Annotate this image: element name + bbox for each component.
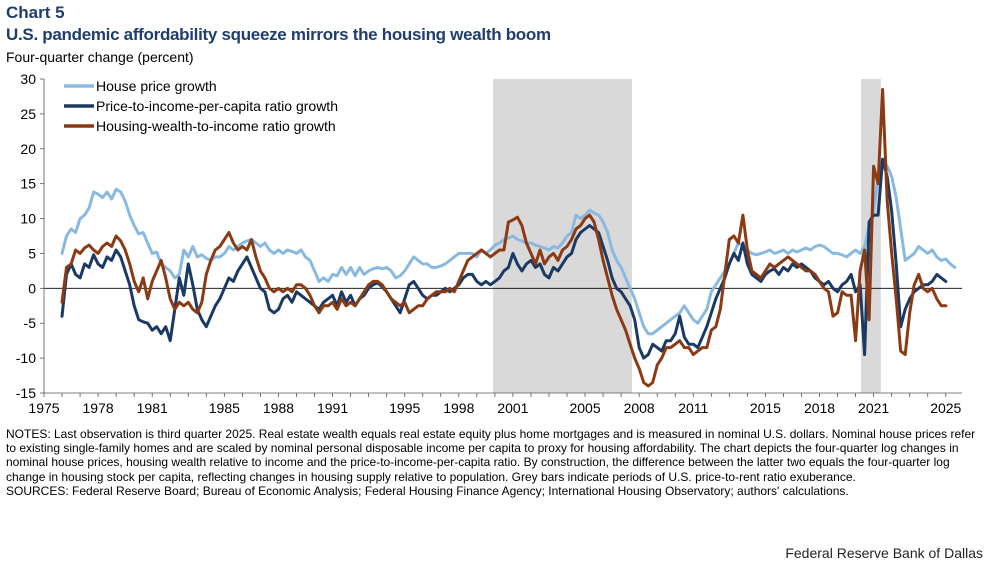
chart-notes: NOTES: Last observation is third quarter… [6,427,981,498]
x-tick-label: 2008 [624,400,655,416]
legend-label: Price-to-income-per-capita ratio growth [96,98,338,114]
shaded-periods [493,79,881,393]
x-tick-label: 2001 [497,400,528,416]
x-tick-label: 1985 [209,400,240,416]
legend-label: Housing-wealth-to-income ratio growth [96,118,336,134]
x-tick-label: 1981 [137,400,168,416]
series-lines [60,88,957,388]
y-tick-label: 0 [28,280,36,296]
y-tick-label: 30 [20,71,36,87]
x-tick-label: 2021 [858,400,889,416]
source-credit: Federal Reserve Bank of Dallas [785,545,983,561]
series-line-3 [60,88,948,388]
chart-title: U.S. pandemic affordability squeeze mirr… [6,25,551,44]
y-tick-label: 10 [20,211,36,227]
notes-text: NOTES: Last observation is third quarter… [6,427,976,484]
y-tick-label: 20 [20,141,36,157]
x-tick-label: 2011 [678,400,708,416]
y-tick-label: -10 [16,350,36,366]
x-tick-label: 1978 [83,400,114,416]
x-tick-label: 1998 [443,400,474,416]
y-tick-label: 5 [28,245,36,261]
x-tick-label: 1991 [317,400,348,416]
x-tick-label: 2015 [750,400,781,416]
y-tick-label: -15 [16,385,36,401]
x-tick-label: 1988 [263,400,294,416]
legend-label: House price growth [96,78,217,94]
x-tick-label: 1975 [28,400,59,416]
x-tick-label: 2025 [930,400,961,416]
x-tick-label: 1995 [389,400,420,416]
y-axis-label: Four-quarter change (percent) [6,49,194,65]
chart-number: Chart 5 [6,3,65,22]
y-tick-label: 15 [20,176,36,192]
x-tick-label: 2018 [804,400,835,416]
y-tick-label: -5 [24,315,37,331]
x-tick-label: 2005 [569,400,600,416]
sources-text: SOURCES: Federal Reserve Board; Bureau o… [6,483,849,498]
y-tick-label: 25 [20,106,36,122]
legend: House price growth Price-to-income-per-ca… [64,78,338,134]
